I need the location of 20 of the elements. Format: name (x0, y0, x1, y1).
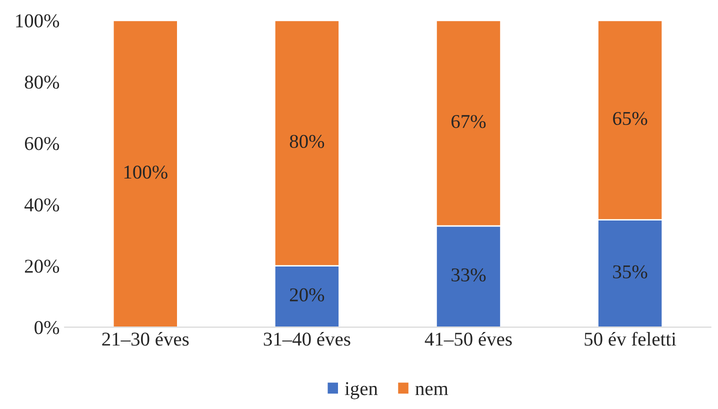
data-label: 20% (290, 288, 324, 302)
y-tick-label: 80% (24, 76, 60, 89)
data-label: 65% (613, 112, 648, 126)
data-label: 35% (613, 265, 648, 278)
y-tick-label: 40% (24, 198, 60, 212)
data-label: 100% (124, 166, 168, 179)
x-tick-label: 31–40 éves (264, 332, 350, 346)
y-tick-label: 0% (34, 321, 60, 334)
y-tick-label: 60% (24, 136, 60, 150)
x-tick-label: 41–50 éves (424, 332, 512, 346)
x-tick-label: 21–30 éves (102, 332, 189, 346)
y-tick-label: 100% (16, 14, 60, 28)
y-tick-label: 20% (24, 260, 60, 273)
x-tick-label: 50 év feletti (584, 332, 676, 346)
bar (112, 20, 178, 328)
legend-label: igen (344, 382, 378, 400)
data-label: 67% (452, 114, 486, 128)
data-label: 80% (290, 134, 324, 148)
data-label: 33% (452, 268, 486, 282)
legend-label: nem (415, 386, 448, 396)
